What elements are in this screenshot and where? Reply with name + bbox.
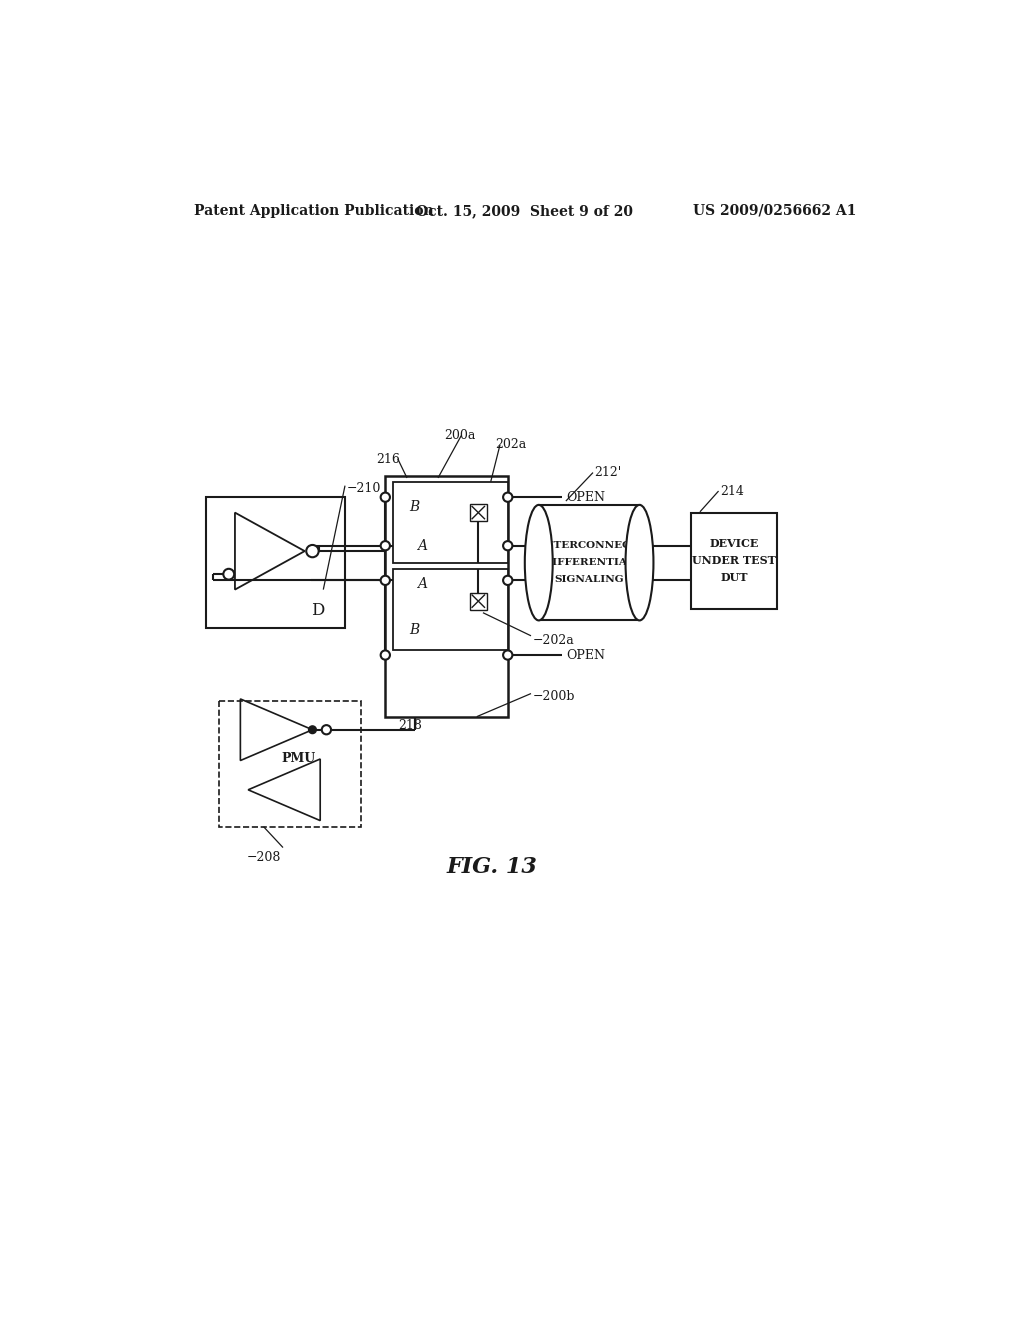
Bar	[470, 593, 486, 610]
Text: SIGNALING: SIGNALING	[554, 576, 624, 583]
Bar	[385, 477, 508, 717]
Ellipse shape	[626, 506, 653, 620]
Text: −210: −210	[346, 482, 381, 495]
Text: Oct. 15, 2009  Sheet 9 of 20: Oct. 15, 2009 Sheet 9 of 20	[417, 203, 633, 218]
Text: INTERCONNECT: INTERCONNECT	[540, 541, 639, 550]
Bar	[219, 701, 360, 826]
Text: 216: 216	[376, 453, 400, 466]
Bar	[539, 506, 640, 620]
Text: 214: 214	[720, 484, 744, 498]
Circle shape	[503, 576, 512, 585]
Text: US 2009/0256662 A1: US 2009/0256662 A1	[693, 203, 856, 218]
Text: OPEN: OPEN	[566, 491, 605, 504]
Circle shape	[308, 726, 316, 734]
Text: 202a: 202a	[496, 438, 526, 451]
Circle shape	[381, 492, 390, 502]
Circle shape	[223, 569, 234, 579]
Circle shape	[322, 725, 331, 734]
Bar	[470, 504, 486, 521]
Bar	[393, 482, 508, 562]
Circle shape	[381, 651, 390, 660]
Circle shape	[306, 545, 318, 557]
Text: −200b: −200b	[532, 689, 575, 702]
Text: A: A	[418, 577, 427, 591]
Text: DEVICE: DEVICE	[710, 539, 759, 549]
Text: 212': 212'	[595, 466, 622, 479]
Text: PMU: PMU	[282, 752, 315, 766]
Text: A: A	[418, 539, 427, 553]
Text: DIFFERENTIAL: DIFFERENTIAL	[544, 558, 635, 568]
Circle shape	[381, 576, 390, 585]
Text: B: B	[410, 623, 420, 638]
Text: UNDER TEST: UNDER TEST	[692, 556, 776, 566]
Circle shape	[503, 541, 512, 550]
Circle shape	[381, 541, 390, 550]
Bar	[690, 512, 777, 609]
Text: DUT: DUT	[720, 572, 748, 583]
Bar	[393, 569, 508, 649]
Circle shape	[503, 492, 512, 502]
Text: D: D	[311, 602, 325, 619]
Ellipse shape	[524, 506, 553, 620]
Text: 218: 218	[397, 719, 422, 733]
Circle shape	[503, 651, 512, 660]
Text: Patent Application Publication: Patent Application Publication	[194, 203, 433, 218]
Text: B: B	[410, 500, 420, 515]
Text: −208: −208	[247, 851, 281, 865]
Bar	[206, 498, 345, 628]
Text: FIG. 13: FIG. 13	[446, 855, 538, 878]
Text: −202a: −202a	[532, 635, 574, 647]
Text: 200a: 200a	[444, 429, 475, 442]
Text: OPEN: OPEN	[566, 648, 605, 661]
